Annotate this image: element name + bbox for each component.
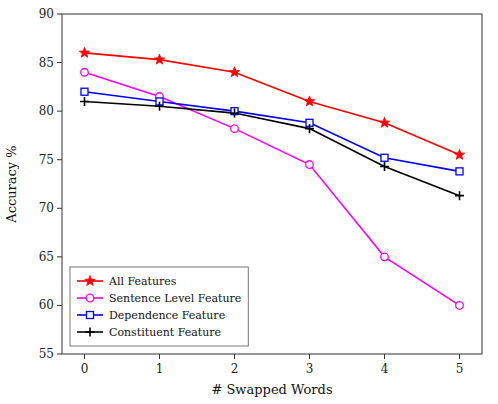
chart: 55 60 65 70 75 80 85 90 0 1 2 3 4 5 # Swapped Words Acc… — [0, 0, 498, 404]
x-tick — [234, 354, 235, 359]
point-marker — [79, 47, 89, 57]
x-tick — [384, 354, 385, 359]
legend-label: Sentence Level Feature — [109, 292, 241, 305]
series-line — [85, 92, 460, 172]
x-tick — [309, 354, 310, 359]
y-tick — [57, 305, 62, 306]
point-marker — [379, 117, 389, 127]
y-tick — [57, 159, 62, 160]
x-tick-label: 5 — [456, 362, 464, 376]
legend-label: All Features — [108, 275, 177, 288]
point-marker — [81, 88, 88, 95]
y-axis-label: Accuracy % — [4, 145, 19, 223]
point-marker — [305, 124, 314, 133]
y-tick-label: 65 — [39, 250, 54, 264]
legend-label: Constituent Feature — [109, 326, 221, 339]
point-marker — [229, 67, 239, 77]
point-marker — [231, 125, 239, 133]
y-tick-label: 55 — [39, 347, 54, 361]
legend-marker — [85, 276, 95, 286]
x-tick-label: 3 — [306, 362, 314, 376]
point-marker — [380, 162, 389, 171]
x-tick — [84, 354, 85, 359]
y-tick — [57, 208, 62, 209]
plot-frame — [62, 14, 482, 354]
legend-marker — [86, 328, 95, 337]
point-marker — [381, 154, 388, 161]
legend-marker — [86, 294, 94, 302]
point-marker — [230, 109, 239, 118]
x-tick-label: 4 — [381, 362, 389, 376]
x-tick — [459, 354, 460, 359]
point-marker — [456, 302, 464, 310]
y-tick-label: 80 — [39, 104, 54, 118]
y-tick — [57, 62, 62, 63]
y-tick — [57, 354, 62, 355]
point-marker — [80, 97, 89, 106]
point-marker — [455, 191, 464, 200]
x-tick-label: 0 — [81, 362, 89, 376]
point-marker — [81, 68, 89, 76]
point-marker — [456, 168, 463, 175]
point-marker — [154, 54, 164, 64]
legend-box — [70, 267, 248, 346]
y-tick-label: 60 — [39, 298, 54, 312]
point-marker — [304, 96, 314, 106]
y-tick — [57, 256, 62, 257]
point-marker — [306, 161, 314, 169]
x-axis-label: # Swapped Words — [211, 382, 332, 397]
legend-label: Dependence Feature — [109, 309, 225, 322]
point-marker — [155, 102, 164, 111]
y-tick — [57, 111, 62, 112]
series-line — [85, 53, 460, 155]
y-tick-label: 75 — [39, 153, 54, 167]
y-tick-label: 90 — [39, 7, 54, 21]
x-tick-label: 1 — [156, 362, 164, 376]
y-tick-label: 85 — [39, 56, 54, 70]
legend-marker — [87, 312, 94, 319]
y-tick — [57, 14, 62, 15]
chart-container: 55 60 65 70 75 80 85 90 0 1 2 3 4 5 # Swapped Words Acc… — [0, 0, 498, 404]
x-tick — [159, 354, 160, 359]
legend: All Features Sentence Level Feature Depend… — [70, 267, 248, 346]
x-tick-label: 2 — [231, 362, 239, 376]
point-marker — [454, 149, 464, 159]
y-tick-label: 70 — [39, 201, 54, 215]
point-marker — [381, 253, 389, 261]
series-line — [85, 101, 460, 195]
